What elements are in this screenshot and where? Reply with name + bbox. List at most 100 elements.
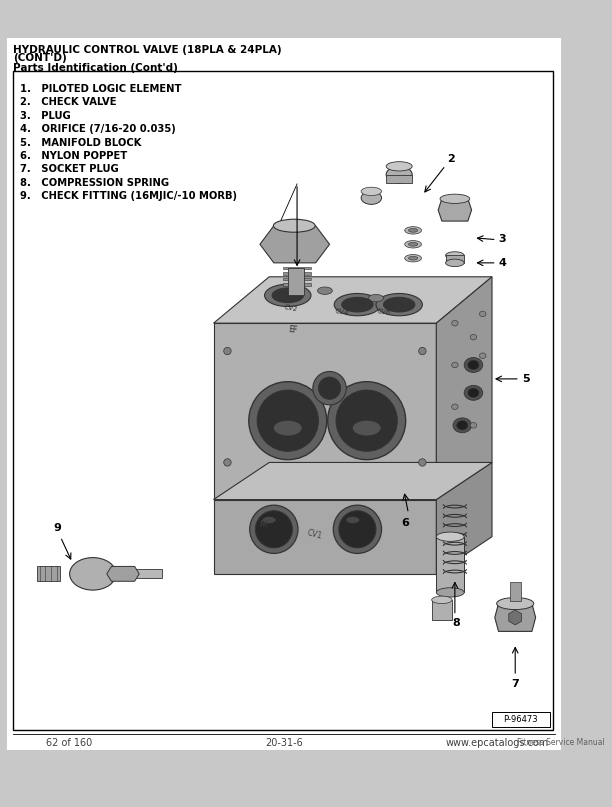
Ellipse shape [334,294,381,316]
Bar [283,266,311,270]
Bar [446,256,464,263]
Ellipse shape [263,516,276,523]
Text: CV4: CV4 [334,308,349,317]
Ellipse shape [452,320,458,326]
Ellipse shape [272,288,304,303]
Ellipse shape [470,423,477,428]
Ellipse shape [334,505,381,554]
Ellipse shape [313,371,346,405]
Text: CV2: CV2 [283,303,298,312]
Ellipse shape [405,240,422,248]
Ellipse shape [468,361,479,370]
Ellipse shape [431,596,452,604]
Bar [431,600,452,621]
Text: 9: 9 [54,523,62,533]
Ellipse shape [408,242,418,246]
Ellipse shape [336,390,397,451]
Ellipse shape [457,420,468,430]
Text: 1.   PILOTED LOGIC ELEMENT: 1. PILOTED LOGIC ELEMENT [20,84,182,94]
Ellipse shape [264,284,311,307]
Text: 2.   CHECK VALVE: 2. CHECK VALVE [20,97,117,107]
Text: 4: 4 [499,258,506,268]
Ellipse shape [452,362,458,368]
Ellipse shape [479,353,486,358]
Ellipse shape [70,558,116,590]
Ellipse shape [224,347,231,355]
Bar [283,283,311,286]
Ellipse shape [464,386,483,400]
Ellipse shape [497,597,534,609]
Text: 20-31-6: 20-31-6 [265,738,303,748]
Text: M: M [260,521,267,529]
Ellipse shape [346,516,359,523]
Ellipse shape [436,532,464,541]
Ellipse shape [419,347,426,355]
Text: 2: 2 [447,153,455,164]
Ellipse shape [376,294,422,316]
Text: Fitness Service Manual: Fitness Service Manual [517,738,605,747]
Ellipse shape [408,257,418,260]
Polygon shape [260,226,329,263]
Polygon shape [494,604,536,631]
Text: 9.   CHECK FITTING (16MJIC/-10 MORB): 9. CHECK FITTING (16MJIC/-10 MORB) [20,191,237,202]
Ellipse shape [318,377,341,399]
Ellipse shape [446,252,464,259]
Ellipse shape [249,382,327,460]
Ellipse shape [452,404,458,409]
Ellipse shape [405,254,422,262]
Polygon shape [438,199,472,221]
Bar [133,569,162,579]
Ellipse shape [436,587,464,597]
Polygon shape [106,567,140,581]
Text: 62 of 160: 62 of 160 [47,738,92,748]
Text: CV1: CV1 [307,528,323,541]
Bar [37,567,61,581]
Ellipse shape [327,382,406,460]
Bar [492,712,550,727]
Ellipse shape [250,505,298,554]
Ellipse shape [468,388,479,398]
Text: www.epcatalogs.com: www.epcatalogs.com [446,738,549,748]
Text: HYDRAULIC CONTROL VALVE (18PLA & 24PLA): HYDRAULIC CONTROL VALVE (18PLA & 24PLA) [13,44,282,55]
Ellipse shape [386,161,412,171]
Ellipse shape [274,220,315,232]
Text: 8: 8 [452,618,460,629]
Polygon shape [214,323,436,500]
Ellipse shape [419,458,426,466]
Ellipse shape [353,420,381,436]
Ellipse shape [339,511,376,548]
Ellipse shape [408,228,418,232]
Text: 8.   COMPRESSION SPRING: 8. COMPRESSION SPRING [20,178,170,188]
Text: 7.   SOCKET PLUG: 7. SOCKET PLUG [20,165,119,174]
Ellipse shape [361,187,381,195]
Ellipse shape [368,295,383,302]
Ellipse shape [341,297,373,312]
Polygon shape [214,500,436,574]
Text: CV6: CV6 [376,308,391,317]
Bar [13,71,553,730]
Text: 6.   NYLON POPPET: 6. NYLON POPPET [20,151,128,161]
Ellipse shape [255,511,293,548]
Ellipse shape [274,420,302,436]
Bar [386,174,412,183]
Ellipse shape [464,358,483,372]
Text: 3.   PLUG: 3. PLUG [20,111,71,120]
Polygon shape [214,462,492,500]
Text: 5.   MANIFOLD BLOCK: 5. MANIFOLD BLOCK [20,137,142,148]
Ellipse shape [318,287,332,295]
Text: 5: 5 [521,374,529,384]
Ellipse shape [470,334,477,340]
Polygon shape [436,277,492,500]
Ellipse shape [361,191,381,204]
Ellipse shape [224,458,231,466]
Polygon shape [436,462,492,574]
Bar [436,537,464,592]
Ellipse shape [386,166,412,183]
Ellipse shape [446,259,464,266]
Text: 6: 6 [401,518,409,528]
Ellipse shape [453,418,472,433]
Bar [510,582,521,600]
Text: 4.   ORIFICE (7/16-20 0.035): 4. ORIFICE (7/16-20 0.035) [20,124,176,134]
Ellipse shape [383,297,415,312]
Text: 3: 3 [499,234,506,244]
